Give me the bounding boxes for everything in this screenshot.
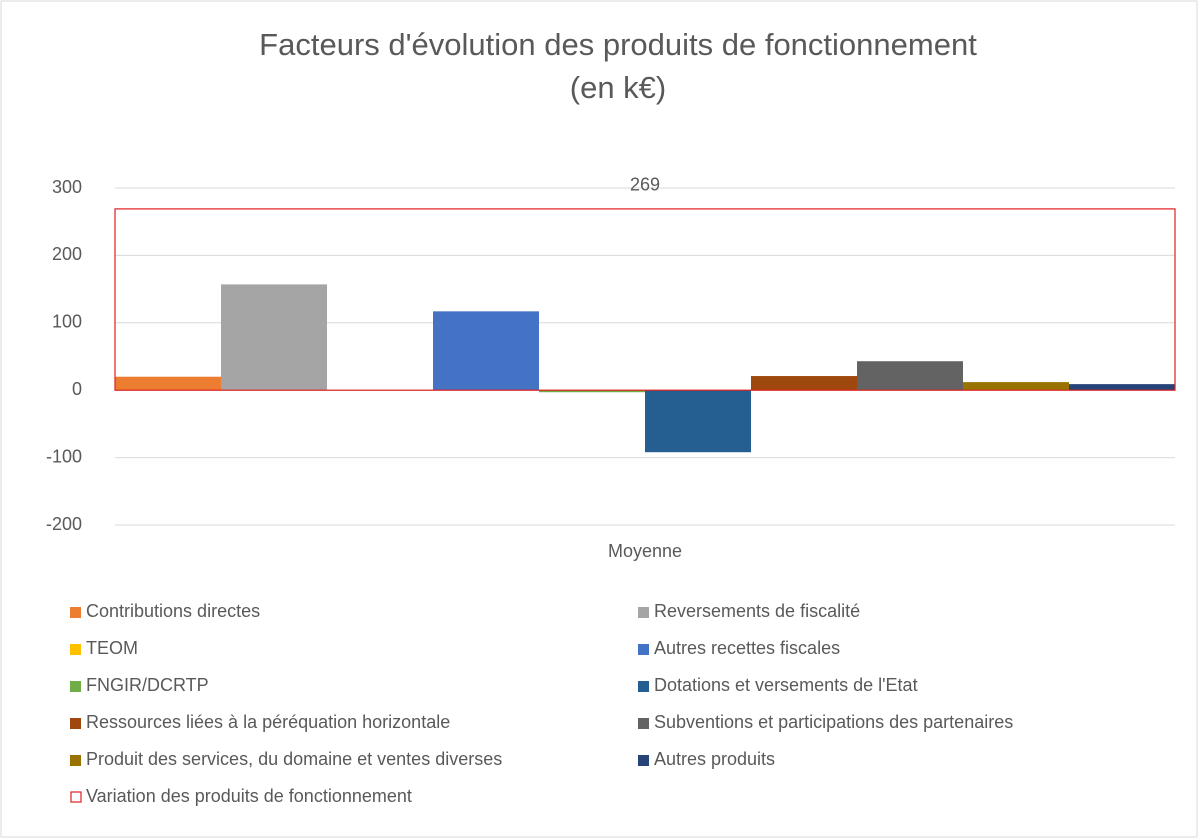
legend-label: Variation des produits de fonctionnement	[86, 786, 412, 806]
legend-label: FNGIR/DCRTP	[86, 675, 209, 695]
bar	[433, 311, 539, 391]
bar	[1069, 384, 1175, 391]
legend-label: Reversements de fiscalité	[654, 601, 860, 621]
chart-title: Facteurs d'évolution des produits de fon…	[259, 27, 977, 62]
legend-swatch	[70, 681, 81, 692]
bar	[221, 284, 327, 391]
legend-swatch	[70, 607, 81, 618]
data-label: 269	[630, 175, 660, 195]
legend-label: Autres produits	[654, 749, 775, 769]
legend-label: Dotations et versements de l'Etat	[654, 675, 918, 695]
bar	[751, 376, 857, 391]
legend-label: Ressources liées à la péréquation horizo…	[86, 712, 450, 732]
legend-swatch	[638, 644, 649, 655]
legend-swatch	[638, 607, 649, 618]
legend-swatch	[638, 718, 649, 729]
x-tick-label: Moyenne	[608, 541, 682, 561]
y-tick-label: 0	[72, 379, 82, 399]
bar	[963, 382, 1069, 391]
legend-label: Produit des services, du domaine et vent…	[86, 749, 502, 769]
y-tick-label: -100	[46, 446, 82, 466]
bar	[645, 390, 751, 453]
y-tick-label: 200	[52, 244, 82, 264]
legend-swatch	[638, 681, 649, 692]
legend-swatch	[70, 718, 81, 729]
y-tick-label: 300	[52, 177, 82, 197]
bar	[857, 361, 963, 391]
legend-swatch	[70, 755, 81, 766]
bar	[115, 376, 221, 391]
legend-label: Contributions directes	[86, 601, 260, 621]
legend-label: Autres recettes fiscales	[654, 638, 840, 658]
bar	[539, 390, 645, 393]
y-tick-label: -200	[46, 514, 82, 534]
legend-swatch	[70, 791, 82, 803]
legend-swatch	[638, 755, 649, 766]
legend-swatch	[70, 644, 81, 655]
bar-outline	[114, 208, 1176, 391]
y-tick-label: 100	[52, 312, 82, 332]
chart-title: (en k€)	[570, 70, 666, 105]
legend-label: TEOM	[86, 638, 138, 658]
legend-label: Subventions et participations des parten…	[654, 712, 1013, 732]
